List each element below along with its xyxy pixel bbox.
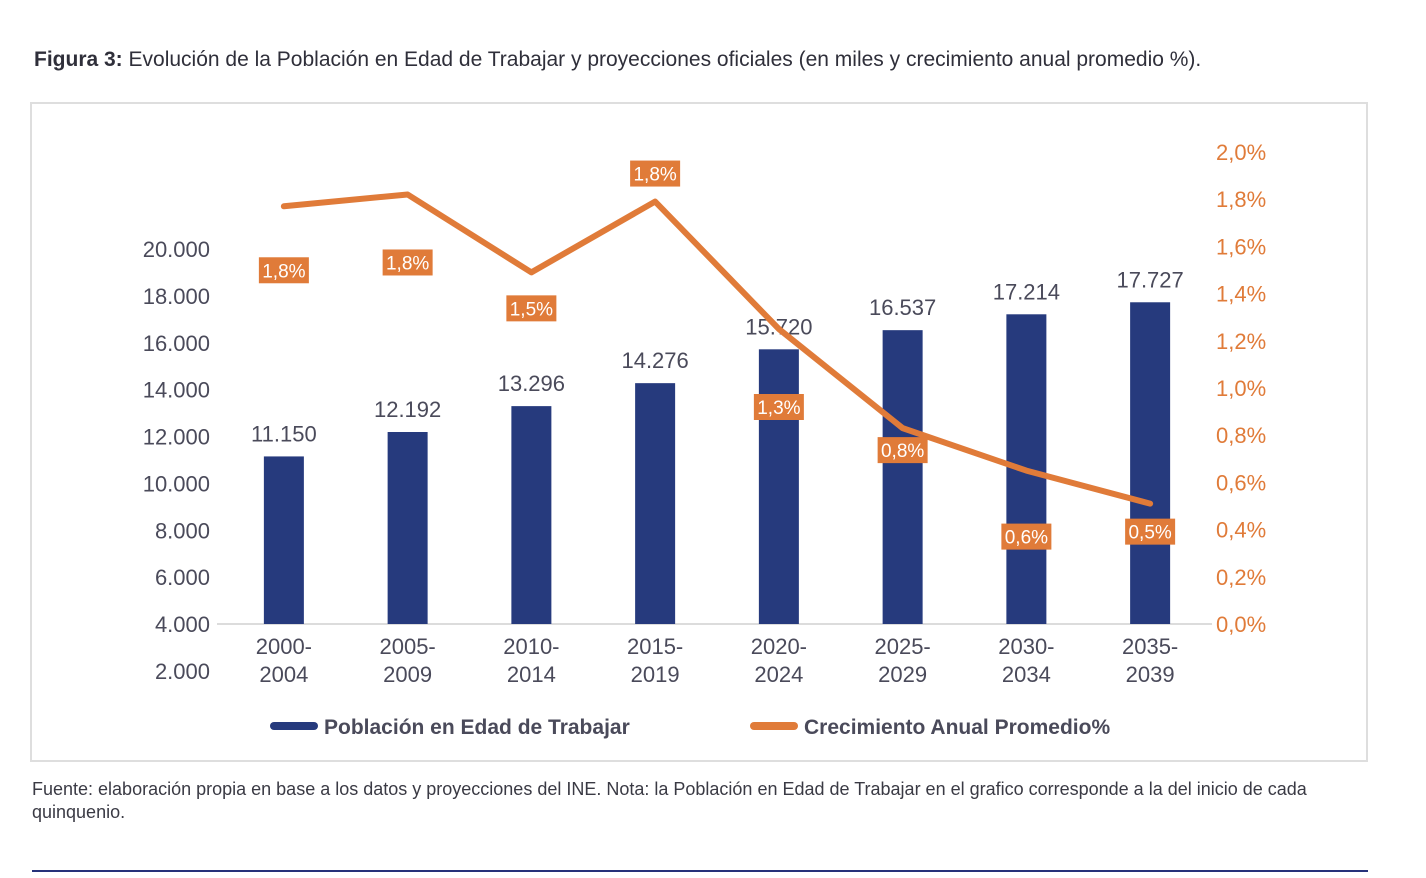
y-left-tick-label: 6.000	[155, 565, 210, 590]
bar	[511, 406, 552, 624]
growth-label-box	[1001, 523, 1052, 550]
y-right-tick-label: 0,4%	[1216, 518, 1266, 543]
y-right-tick-label: 0,2%	[1216, 565, 1266, 590]
figure-label: Figura 3:	[34, 48, 123, 71]
y-right-tick-label: 0,0%	[1216, 612, 1266, 637]
bar	[263, 456, 304, 624]
bar-value-label: 16.537	[869, 295, 936, 320]
y-left-tick-label: 16.000	[143, 331, 210, 356]
x-tick-label: 2015-	[627, 634, 683, 659]
bar	[1130, 302, 1171, 624]
x-tick-label: 2019	[631, 662, 680, 687]
bar	[635, 383, 676, 624]
bar-value-label: 11.150	[251, 421, 317, 446]
x-tick-label: 2024	[754, 662, 803, 687]
bar-value-label: 17.214	[993, 279, 1060, 304]
bottom-divider	[32, 870, 1368, 872]
growth-label: 0,5%	[1128, 523, 1171, 544]
x-tick-label: 2000-	[256, 634, 312, 659]
bar-value-label: 13.296	[498, 371, 565, 396]
x-tick-label: 2004	[259, 662, 308, 687]
growth-label-box	[506, 295, 557, 322]
y-right-tick-label: 1,6%	[1216, 234, 1266, 259]
y-left-tick-label: 8.000	[155, 518, 210, 543]
chart-frame: 2.000 4.000 6.000 8.000 10.000 12.000 14.000 16…	[30, 102, 1368, 762]
y-right-tick-label: 1,8%	[1216, 187, 1266, 212]
growth-label: 1,8%	[262, 261, 305, 282]
y-left-tick-label: 2.000	[155, 659, 210, 684]
bar-value-label: 17.727	[1116, 267, 1183, 292]
y-right-tick-label: 0,8%	[1216, 423, 1266, 448]
x-tick-label: 2025-	[874, 634, 930, 659]
growth-label: 1,8%	[386, 253, 429, 274]
y-left-tick-label: 20.000	[143, 237, 210, 262]
x-tick-label: 2020-	[751, 634, 807, 659]
bar	[387, 432, 428, 624]
y-right-tick-label: 1,4%	[1216, 282, 1266, 307]
bar-value-label: 12.192	[374, 397, 441, 422]
bar-value-label: 14.276	[621, 348, 688, 373]
x-tick-label: 2030-	[998, 634, 1054, 659]
y-left-tick-label: 14.000	[143, 378, 210, 403]
bar	[758, 349, 799, 624]
growth-label-box	[630, 160, 681, 187]
y-left-tick-label: 4.000	[155, 612, 210, 637]
legend-label: Población en Edad de Trabajar	[324, 716, 630, 739]
growth-label-box	[877, 437, 928, 464]
growth-line	[280, 191, 1154, 507]
growth-label-box	[258, 257, 309, 284]
growth-label: 0,8%	[881, 441, 924, 462]
growth-label: 1,5%	[510, 299, 553, 320]
growth-label-box	[382, 249, 433, 276]
y-right-tick-label: 1,0%	[1216, 376, 1266, 401]
figure-title: Figura 3: Evolución de la Población en E…	[34, 48, 1404, 72]
growth-label: 1,8%	[633, 165, 676, 186]
bar	[882, 330, 923, 624]
y-left-tick-label: 12.000	[143, 425, 210, 450]
x-tick-label: 2014	[507, 662, 556, 687]
chart: 2.000 4.000 6.000 8.000 10.000 12.000 14.000 16…	[143, 140, 1266, 739]
y-right-tick-label: 2,0%	[1216, 140, 1266, 165]
x-tick-label: 2034	[1002, 662, 1051, 687]
x-tick-label: 2039	[1126, 662, 1175, 687]
x-tick-label: 2009	[383, 662, 432, 687]
legend-label: Crecimiento Anual Promedio%	[804, 716, 1110, 739]
source-note: Fuente: elaboración propia en base a los…	[32, 779, 1307, 822]
x-tick-label: 2035-	[1122, 634, 1178, 659]
y-left-tick-label: 10.000	[143, 471, 210, 496]
y-left-tick-label: 18.000	[143, 284, 210, 309]
y-right-tick-label: 0,6%	[1216, 470, 1266, 495]
figure-title-text: Evolución de la Población en Edad de Tra…	[128, 48, 1202, 71]
x-tick-label: 2005-	[379, 634, 435, 659]
x-tick-label: 2029	[878, 662, 927, 687]
growth-label-box	[753, 394, 804, 420]
x-tick-label: 2010-	[503, 634, 559, 659]
growth-label: 0,6%	[1005, 528, 1048, 549]
y-right-tick-label: 1,2%	[1216, 329, 1266, 354]
growth-label: 1,3%	[757, 398, 800, 419]
growth-label-box	[1125, 518, 1176, 545]
